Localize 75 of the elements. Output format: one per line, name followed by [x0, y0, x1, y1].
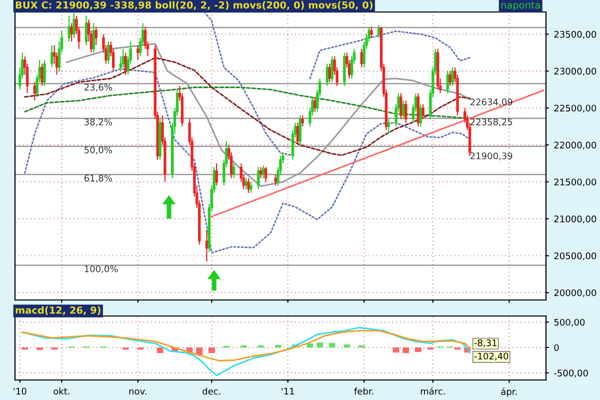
y-tick-label: 0 — [554, 344, 559, 352]
chart-title: macd(12, 26, 9) — [16, 306, 100, 316]
candlestick — [247, 178, 250, 194]
annotation: 100,0% — [84, 265, 118, 274]
y-tick-label: 22500,00 — [554, 104, 596, 112]
annotation: -8,31 — [474, 339, 496, 348]
candlestick — [33, 82, 36, 102]
candlestick — [314, 96, 316, 112]
candlestick — [124, 52, 127, 76]
annotation: 61,8% — [84, 174, 112, 182]
y-tick-label: -500,00 — [554, 370, 588, 378]
candlestick — [70, 22, 73, 42]
annotation: 23,6% — [84, 84, 112, 92]
candlestick — [262, 165, 265, 179]
candlestick — [301, 114, 304, 128]
candlestick — [326, 63, 329, 86]
y-tick-label: 22000,00 — [554, 142, 596, 150]
candlestick — [94, 26, 98, 46]
candlestick — [419, 104, 422, 128]
y-tick-label: 21500,00 — [554, 178, 596, 186]
candlestick — [92, 22, 95, 54]
candlestick — [404, 100, 408, 124]
candlestick — [205, 229, 208, 262]
candlestick — [50, 44, 54, 68]
candlestick — [232, 162, 236, 179]
candlestick — [72, 12, 76, 38]
x-tick-label: febr. — [354, 388, 374, 395]
chart-subtitle: naponta — [501, 2, 540, 11]
annotation: -102,40 — [474, 352, 508, 360]
candlestick — [257, 166, 260, 190]
candlestick — [215, 162, 218, 186]
x-tick-label: '10 — [14, 388, 26, 395]
x-tick-label: '11 — [282, 388, 294, 394]
line-series — [22, 326, 471, 376]
line-series — [24, 57, 471, 156]
y-tick-label: 500,00 — [554, 318, 585, 327]
x-tick-label: dec. — [202, 388, 220, 395]
annotation: 21900,39 — [470, 152, 512, 160]
x-tick-label: okt. — [54, 388, 70, 395]
y-tick-label: 20000,00 — [554, 289, 596, 298]
candlestick — [387, 118, 390, 134]
candlestick — [360, 48, 363, 68]
candlestick — [136, 44, 140, 61]
candlestick — [40, 63, 44, 86]
candlestick — [448, 70, 452, 86]
candlestick — [370, 26, 373, 38]
y-tick-label: 23000,00 — [554, 68, 596, 76]
candlestick — [330, 56, 334, 83]
candlestick — [298, 114, 302, 146]
candlestick — [402, 100, 405, 120]
candlestick — [422, 104, 424, 120]
candlestick — [328, 63, 331, 83]
candlestick — [250, 181, 252, 194]
candlestick — [43, 59, 46, 86]
candlestick — [122, 48, 124, 68]
candlestick — [378, 24, 380, 38]
annotation: 50,0% — [84, 146, 112, 154]
candlestick — [446, 70, 449, 94]
line-series — [22, 330, 471, 362]
annotation: 22358,25 — [470, 118, 512, 126]
candlestick — [84, 15, 88, 46]
candlestick — [107, 40, 110, 64]
candlestick — [260, 166, 262, 179]
x-tick-label: márc. — [420, 387, 445, 395]
y-tick-label: 20500,00 — [554, 252, 596, 260]
annotation: 22634,09 — [470, 98, 512, 106]
chart-title: BUX C: 21900,39 -338,98 boll(20, 2, -2) movs(200, 0) movs(50, 0) — [16, 1, 372, 10]
x-tick-label: ápr. — [501, 388, 517, 397]
candlestick — [400, 92, 402, 120]
x-tick-label: nov. — [129, 389, 146, 395]
candlestick — [296, 122, 300, 146]
annotation: 38,2% — [84, 118, 112, 126]
y-tick-label: 23500,00 — [554, 30, 596, 39]
candlestick — [264, 166, 268, 182]
y-tick-label: 21000,00 — [554, 216, 596, 224]
